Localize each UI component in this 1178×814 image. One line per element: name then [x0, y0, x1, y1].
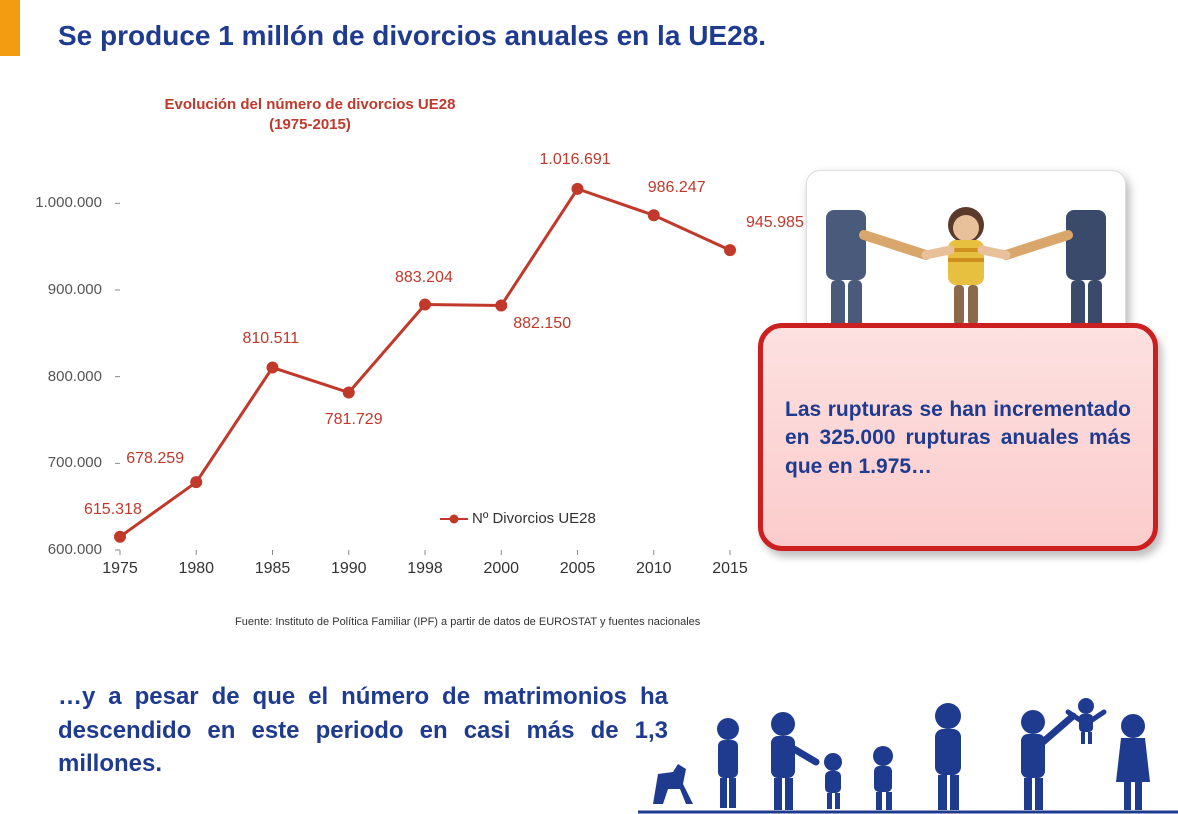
legend-marker-icon — [440, 518, 468, 520]
x-axis-label: 1985 — [243, 560, 303, 578]
chart-source: Fuente: Instituto de Política Familiar (… — [235, 616, 700, 628]
x-axis-label: 1998 — [395, 560, 455, 578]
chart-title: Evolución del número de divorcios UE28 (… — [150, 95, 470, 134]
chart-title-line2: (1975-2015) — [269, 116, 351, 133]
x-axis-label: 1975 — [90, 560, 150, 578]
x-axis-label: 2010 — [624, 560, 684, 578]
x-axis-label: 2015 — [700, 560, 760, 578]
callout-text: Las rupturas se han incrementado en 325.… — [785, 396, 1131, 481]
x-axis-label: 2005 — [548, 560, 608, 578]
legend-label: Nº Divorcios UE28 — [472, 510, 596, 527]
x-axis-label: 2000 — [471, 560, 531, 578]
page-title: Se produce 1 millón de divorcios anuales… — [58, 20, 766, 52]
bottom-text: …y a pesar de que el número de matrimoni… — [58, 680, 668, 781]
x-axis-label: 1980 — [166, 560, 226, 578]
y-axis-label: 700.000 — [30, 454, 102, 471]
x-axis-label: 1990 — [319, 560, 379, 578]
y-axis-label: 900.000 — [30, 281, 102, 298]
family-silhouette-icon — [638, 694, 1178, 814]
chart-legend: Nº Divorcios UE28 — [440, 510, 596, 527]
data-point-label: 1.016.691 — [540, 151, 611, 169]
data-point-label: 781.729 — [325, 411, 383, 429]
data-point-label: 945.985 — [746, 214, 804, 232]
data-point-label: 986.247 — [648, 179, 706, 197]
data-point-label: 678.259 — [126, 450, 184, 468]
data-point-label: 883.204 — [395, 269, 453, 287]
callout-box: Las rupturas se han incrementado en 325.… — [758, 323, 1158, 551]
data-point-label: 810.511 — [243, 330, 300, 348]
accent-bar — [0, 0, 20, 56]
chart-area: 600.000 700.000 800.000 900.000 1.000.000 197… — [30, 150, 750, 580]
chart-title-line1: Evolución del número de divorcios UE28 — [165, 96, 456, 113]
y-axis-label: 800.000 — [30, 368, 102, 385]
y-axis-label: 600.000 — [30, 541, 102, 558]
data-point-label: 882.150 — [513, 315, 571, 333]
y-axis-label: 1.000.000 — [30, 194, 102, 211]
data-point-label: 615.318 — [84, 501, 142, 519]
